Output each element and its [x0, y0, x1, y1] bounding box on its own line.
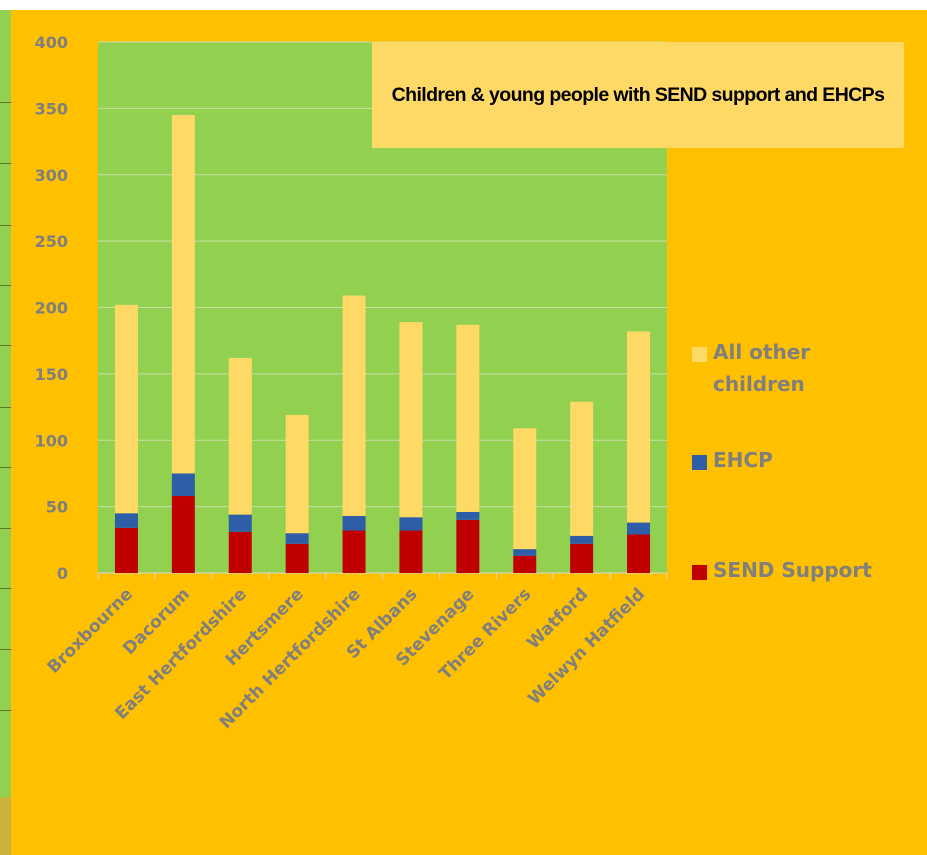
legend-item-ehcp: EHCP: [692, 448, 773, 476]
bar-ehcp: [342, 515, 366, 531]
y-tick-label: 150: [35, 365, 68, 384]
bar-all-other-children: [570, 401, 594, 536]
legend-label-all-other: All other children: [713, 340, 811, 396]
strip-tick: [0, 467, 11, 468]
bar-all-other-children: [171, 115, 195, 474]
y-tick-label: 300: [35, 166, 68, 185]
bar-send-support: [171, 496, 195, 573]
y-tick-label: 250: [35, 232, 68, 251]
bar-send-support: [570, 543, 594, 573]
strip-tick: [0, 710, 11, 711]
left-edge-strip-bottom: [0, 797, 11, 855]
strip-tick: [0, 528, 11, 529]
bar-all-other-children: [228, 357, 252, 515]
bar-ehcp: [285, 533, 309, 544]
bar-ehcp: [114, 513, 138, 528]
strip-tick: [0, 407, 11, 408]
legend-item-send-support: SEND Support: [692, 558, 872, 586]
y-tick-label: 400: [35, 33, 68, 52]
legend-swatch-send-support: [692, 565, 707, 580]
chart-title-box: Children & young people with SEND suppor…: [372, 42, 904, 148]
left-edge-strip: [0, 10, 11, 855]
legend-label-ehcp: EHCP: [713, 448, 773, 472]
bar-ehcp: [627, 522, 651, 535]
strip-tick: [0, 588, 11, 589]
x-category-label: Broxbourne: [44, 584, 137, 677]
strip-tick: [0, 649, 11, 650]
strip-tick: [0, 345, 11, 346]
bar-all-other-children: [342, 295, 366, 516]
strip-tick: [0, 163, 11, 164]
y-tick-label: 0: [57, 564, 68, 583]
strip-tick: [0, 285, 11, 286]
bar-send-support: [456, 519, 480, 573]
bar-all-other-children: [513, 428, 537, 550]
bar-all-other-children: [627, 331, 651, 523]
legend-label-send-support: SEND Support: [713, 558, 872, 582]
bar-ehcp: [513, 549, 537, 556]
bar-send-support: [513, 555, 537, 573]
y-tick-label: 200: [35, 299, 68, 318]
y-tick-label: 100: [35, 431, 68, 450]
bar-send-support: [627, 534, 651, 573]
bar-all-other-children: [114, 304, 138, 514]
bar-send-support: [342, 530, 366, 573]
bar-ehcp: [399, 517, 423, 531]
bar-all-other-children: [399, 322, 423, 518]
bar-ehcp: [456, 511, 480, 520]
bar-ehcp: [570, 535, 594, 544]
bar-send-support: [399, 530, 423, 573]
y-tick-label: 50: [46, 498, 68, 517]
y-tick-label: 350: [35, 99, 68, 118]
legend-swatch-ehcp: [692, 455, 707, 470]
strip-tick: [0, 225, 11, 226]
bar-all-other-children: [456, 324, 480, 512]
bar-ehcp: [171, 473, 195, 497]
legend-swatch-all-other: [692, 347, 707, 362]
strip-tick: [0, 102, 11, 103]
bar-send-support: [228, 531, 252, 573]
bar-send-support: [285, 543, 309, 573]
bar-send-support: [114, 527, 138, 573]
bar-all-other-children: [285, 415, 309, 534]
bar-ehcp: [228, 514, 252, 532]
chart-title: Children & young people with SEND suppor…: [391, 83, 885, 106]
legend-item-all-other-children: All other children: [692, 340, 863, 400]
